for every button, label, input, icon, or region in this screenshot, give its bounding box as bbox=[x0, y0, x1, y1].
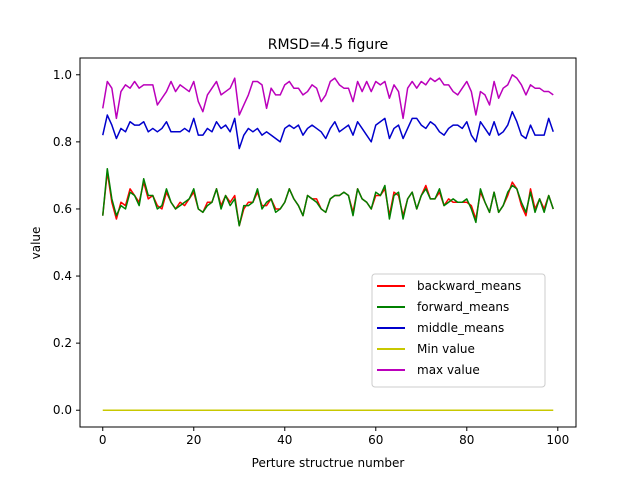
series-line-forward-means bbox=[102, 167, 554, 227]
legend-label: backward_means bbox=[417, 279, 521, 293]
y-tick-label: 0.4 bbox=[53, 269, 72, 283]
x-axis-label: Perture structrue number bbox=[252, 456, 405, 470]
y-tick-label: 0.0 bbox=[53, 403, 72, 417]
x-tick-label: 80 bbox=[459, 433, 474, 447]
series-group bbox=[102, 74, 554, 411]
y-axis-ticks: 0.0 0.2 0.4 0.6 0.8 1.0 bbox=[53, 68, 80, 417]
y-axis-label: value bbox=[29, 227, 43, 260]
legend-label: max value bbox=[417, 363, 480, 377]
plot-frame bbox=[79, 57, 577, 428]
chart-title: RMSD=4.5 figure bbox=[268, 37, 389, 53]
x-tick-label: 100 bbox=[546, 433, 569, 447]
x-tick-label: 20 bbox=[186, 433, 201, 447]
y-tick-label: 0.6 bbox=[53, 202, 72, 216]
series-line-middle-means bbox=[102, 110, 554, 150]
x-axis-ticks: 0 20 40 60 80 100 bbox=[99, 427, 569, 447]
series-line-max-value bbox=[102, 74, 554, 120]
legend-label: middle_means bbox=[417, 321, 504, 335]
legend-label: Min value bbox=[417, 342, 475, 356]
y-tick-label: 1.0 bbox=[53, 68, 72, 82]
y-tick-label: 0.2 bbox=[53, 336, 72, 350]
legend-label: forward_means bbox=[417, 300, 509, 314]
x-tick-label: 0 bbox=[99, 433, 107, 447]
legend-box bbox=[371, 273, 546, 388]
x-tick-label: 40 bbox=[277, 433, 292, 447]
x-tick-label: 60 bbox=[368, 433, 383, 447]
y-tick-label: 0.8 bbox=[53, 135, 72, 149]
legend: backward_means forward_means middle_means M… bbox=[371, 273, 546, 388]
